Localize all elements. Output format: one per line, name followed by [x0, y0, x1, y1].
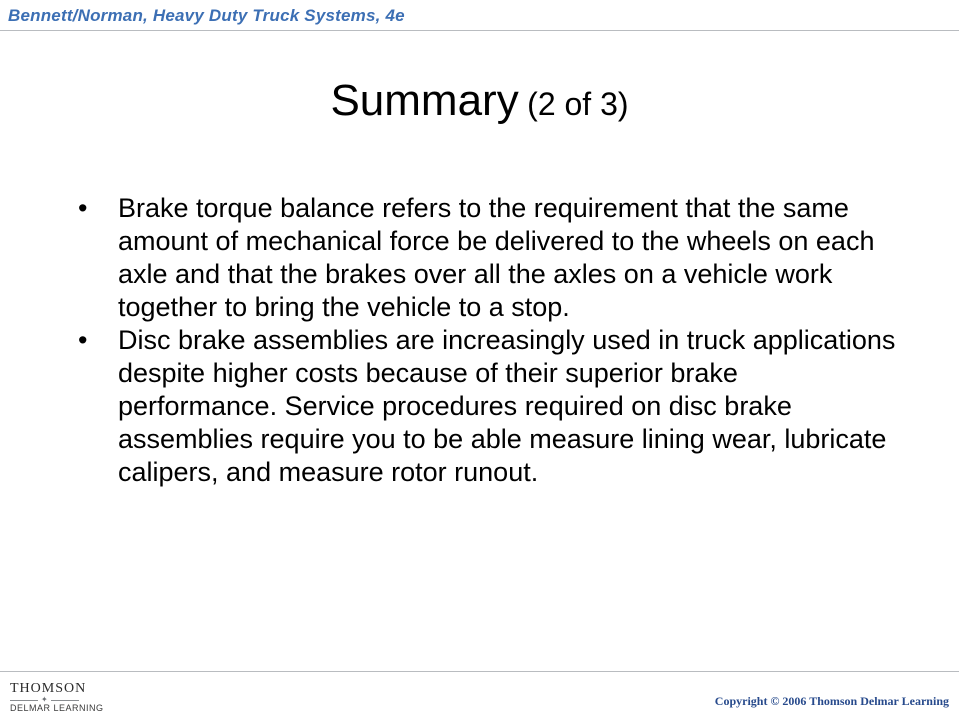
header-text: Bennett/Norman, Heavy Duty Truck Systems… [8, 6, 405, 25]
slide-footer: THOMSON ✦ DELMAR LEARNING Copyright © 20… [0, 671, 959, 719]
copyright-text: Copyright © 2006 Thomson Delmar Learning [715, 694, 949, 709]
slide-title: Summary (2 of 3) [0, 76, 959, 126]
title-main: Summary [330, 76, 518, 125]
brand-bottom: DELMAR LEARNING [10, 703, 104, 713]
title-sub: (2 of 3) [527, 86, 628, 122]
slide-content: Brake torque balance refers to the requi… [70, 192, 899, 488]
divider-line [10, 700, 38, 701]
slide-header: Bennett/Norman, Heavy Duty Truck Systems… [0, 0, 959, 31]
bullet-list: Brake torque balance refers to the requi… [70, 192, 899, 488]
bullet-item: Disc brake assemblies are increasingly u… [70, 324, 899, 489]
bullet-item: Brake torque balance refers to the requi… [70, 192, 899, 324]
footer-brand: THOMSON ✦ DELMAR LEARNING [10, 681, 104, 713]
brand-top: THOMSON [10, 681, 86, 697]
divider-line [51, 700, 79, 701]
